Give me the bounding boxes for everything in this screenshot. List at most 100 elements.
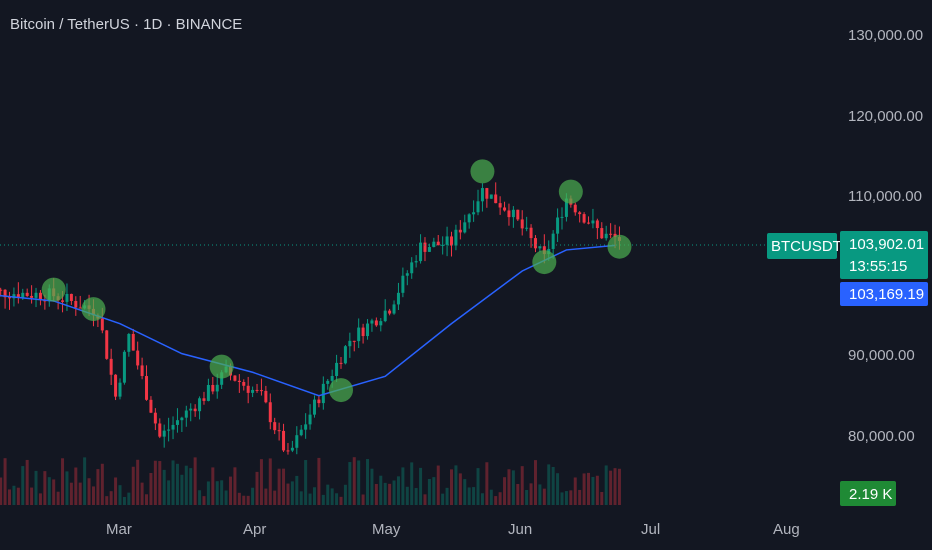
candle-body: [613, 233, 617, 238]
volume-bar: [564, 491, 568, 505]
volume-bar: [30, 487, 34, 505]
price-axis[interactable]: 130,000.00 120,000.00 110,000.00 90,000.…: [848, 27, 923, 445]
time-axis[interactable]: Mar Apr May Jun Jul Aug: [106, 521, 800, 538]
candle-body: [600, 228, 604, 239]
candle-body: [441, 244, 445, 246]
countdown-timer: 13:55:15: [849, 258, 907, 275]
volume-bar: [600, 492, 604, 505]
volume-bar: [246, 495, 250, 505]
candle-body: [233, 375, 237, 381]
volume-bar: [361, 494, 365, 505]
candle-body: [246, 385, 250, 393]
candle-body: [454, 229, 458, 246]
candle-body: [551, 233, 555, 249]
volume-bar: [476, 468, 480, 505]
last-price-value: 103,902.01: [849, 236, 924, 253]
candle-body: [273, 422, 277, 431]
volume-bar: [114, 477, 118, 505]
volume-bar: [122, 496, 126, 505]
volume-bar: [516, 483, 520, 505]
candle-body: [339, 362, 343, 364]
candle-body: [458, 229, 462, 233]
highlight-circle: [81, 297, 106, 322]
symbol-badge[interactable]: BTCUSDT: [767, 233, 842, 259]
volume-bar: [233, 467, 237, 505]
candle-body: [162, 430, 166, 437]
volume-bar: [282, 468, 286, 505]
volume-bar: [419, 467, 423, 505]
candle-body: [308, 414, 312, 425]
volume-bar: [450, 469, 453, 505]
volume-bar: [533, 460, 537, 505]
candle-body: [122, 351, 126, 383]
candle-body: [516, 209, 520, 220]
volume-bar: [388, 483, 392, 505]
candle-body: [410, 262, 414, 274]
y-tick-label: 80,000.00: [848, 428, 915, 445]
volume-bar: [374, 483, 378, 505]
volume-bar: [617, 468, 621, 505]
volume-bar: [489, 489, 493, 505]
volume-bar: [609, 470, 613, 505]
candle-body: [69, 293, 73, 301]
volume-bar: [525, 489, 529, 505]
volume-badge[interactable]: 2.19 K: [840, 481, 896, 506]
volume-bar: [357, 460, 361, 505]
volume-bar: [454, 465, 458, 505]
volume-bar: [498, 492, 502, 505]
volume-bar: [339, 496, 343, 505]
volume-bar: [414, 488, 418, 505]
candle-body: [25, 292, 29, 296]
volume-bar: [56, 491, 60, 505]
candle-body: [529, 227, 533, 239]
volume-bar: [551, 466, 555, 505]
candle-body: [255, 389, 259, 391]
volume-bar: [432, 477, 436, 505]
volume-bar: [569, 490, 573, 505]
highlight-circle: [209, 354, 234, 379]
last-price-badge[interactable]: 103,902.01 13:55:15: [840, 231, 928, 279]
moving-average-badge[interactable]: 103,169.19: [840, 282, 928, 306]
volume-bar: [184, 465, 188, 505]
volume-bar: [3, 458, 7, 505]
volume-bar: [158, 461, 162, 505]
candle-body: [189, 408, 193, 411]
candle-body: [423, 242, 427, 252]
volume-bar: [366, 459, 370, 505]
candle-body: [352, 340, 356, 342]
candle-body: [264, 390, 268, 403]
candle-body: [74, 300, 78, 308]
candle-body: [175, 420, 179, 425]
volume-bar: [304, 460, 308, 505]
volume-bar: [38, 493, 42, 505]
volume-bar: [520, 466, 524, 505]
highlight-circle: [607, 234, 632, 259]
moving-average-value: 103,169.19: [849, 286, 924, 303]
x-tick-label: May: [372, 521, 401, 538]
candle-body: [145, 376, 149, 400]
candle-body: [61, 300, 65, 302]
volume-bar: [162, 469, 166, 505]
candle-body: [38, 292, 42, 300]
volume-bar: [392, 480, 396, 505]
volume-bar: [268, 458, 272, 505]
volume-bar: [229, 476, 232, 505]
candle-body: [100, 318, 104, 331]
candle-body: [153, 412, 157, 424]
volume-bar: [127, 492, 131, 505]
candle-body: [16, 294, 20, 299]
volume-bar: [511, 470, 515, 505]
candle-body: [299, 429, 303, 436]
volume-bar: [74, 467, 78, 505]
candle-body: [193, 408, 197, 412]
candle-body: [259, 390, 263, 392]
candle-body: [140, 365, 144, 377]
volume-bar: [458, 473, 462, 505]
volume-bar: [560, 492, 564, 505]
volume-bar: [578, 489, 582, 505]
volume-bar: [312, 487, 316, 505]
candle-body: [405, 273, 409, 276]
candle-body: [445, 236, 449, 245]
candle-body: [419, 242, 423, 262]
